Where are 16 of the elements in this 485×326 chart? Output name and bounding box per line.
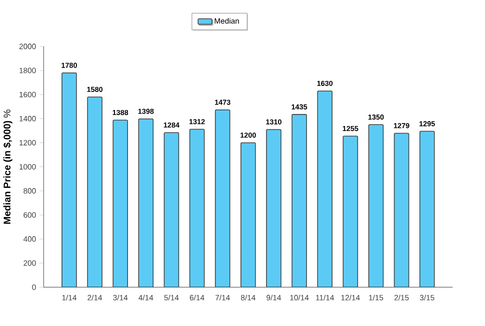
bar: [214, 110, 230, 288]
bar: [240, 142, 256, 288]
bar: [292, 114, 307, 288]
bar: [419, 130, 435, 288]
bar: [62, 72, 77, 288]
bar: [317, 90, 332, 288]
bar: [266, 129, 282, 288]
bar: [138, 118, 154, 288]
y-axis-title: Median Price (in $,000) %: [3, 110, 12, 224]
bar: [189, 128, 205, 288]
bar: [342, 136, 358, 288]
bar: [87, 96, 102, 288]
bar: [112, 120, 128, 288]
bar: [368, 124, 384, 288]
bar: [394, 132, 410, 288]
bar: [164, 132, 180, 288]
